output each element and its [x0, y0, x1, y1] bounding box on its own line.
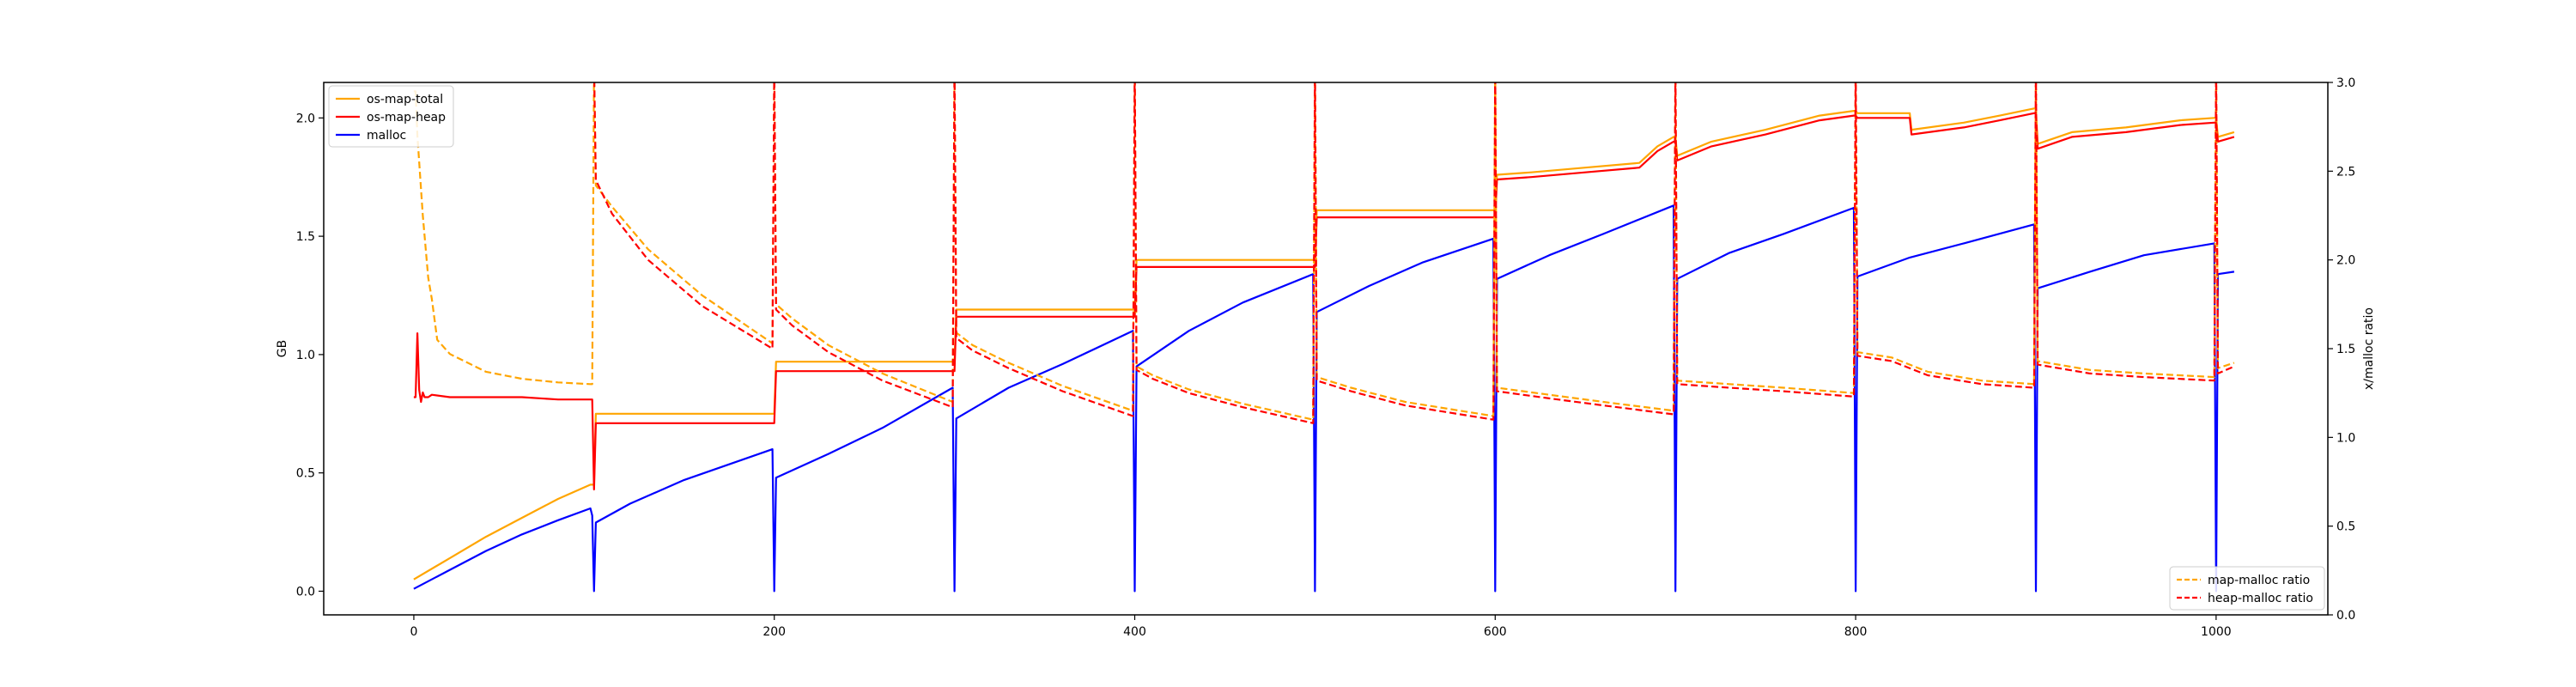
- legend-label-heap-malloc-ratio: heap-malloc ratio: [2208, 592, 2313, 605]
- y-right-tick-label: 1.5: [2336, 343, 2355, 356]
- y-right-tick-label: 3.0: [2336, 76, 2355, 90]
- legend-label-map-malloc-ratio: map-malloc ratio: [2208, 574, 2310, 587]
- legend-label-os-map-heap: os-map-heap: [367, 111, 446, 125]
- y-right-tick-label: 2.5: [2336, 165, 2355, 179]
- x-tick-label: 200: [762, 625, 786, 639]
- y-left-tick-label: 1.5: [296, 230, 315, 244]
- y-axis-right: 0.0 0.5 1.0 1.5 2.0 2.5 3.0: [2328, 76, 2355, 623]
- x-tick-label: 1000: [2201, 625, 2232, 639]
- y-left-tick-label: 0.0: [296, 585, 315, 599]
- y-left-tick-label: 1.0: [296, 349, 315, 362]
- y-right-tick-label: 2.0: [2336, 254, 2355, 268]
- legend-label-malloc: malloc: [367, 129, 406, 143]
- legend-left: os-map-total os-map-heap malloc: [328, 85, 454, 148]
- x-tick-label: 600: [1484, 625, 1507, 639]
- y-left-tick-label: 0.5: [296, 467, 315, 481]
- x-tick-label: 0: [410, 625, 417, 639]
- series-line-malloc: [413, 204, 2235, 593]
- y-axis-left-title: GB: [276, 340, 289, 357]
- y-axis-right-title: x/malloc ratio: [2362, 307, 2376, 390]
- x-axis: 0 200 400 600 800 1000: [410, 615, 2232, 639]
- y-right-tick-label: 0.5: [2336, 520, 2355, 534]
- x-tick-label: 800: [1844, 625, 1868, 639]
- y-right-tick-label: 0.0: [2336, 609, 2355, 623]
- series-line-heap-malloc-ratio: [593, 82, 2235, 424]
- legend-box: [328, 85, 454, 148]
- series-line-os-map-heap: [413, 112, 2235, 491]
- series-line-os-map-total: [413, 107, 2235, 581]
- legend-box: [2169, 566, 2325, 611]
- y-axis-left: 0.0 0.5 1.0 1.5 2.0: [296, 112, 324, 599]
- y-left-tick-label: 2.0: [296, 112, 315, 125]
- plot-area-frame: [323, 82, 2329, 616]
- y-right-tick-label: 1.0: [2336, 431, 2355, 445]
- legend-label-os-map-total: os-map-total: [367, 93, 443, 106]
- legend-right: map-malloc ratio heap-malloc ratio: [2169, 566, 2325, 611]
- x-tick-label: 400: [1123, 625, 1146, 639]
- series-layer: [413, 82, 2235, 593]
- series-line-map-malloc-ratio: [413, 82, 2235, 421]
